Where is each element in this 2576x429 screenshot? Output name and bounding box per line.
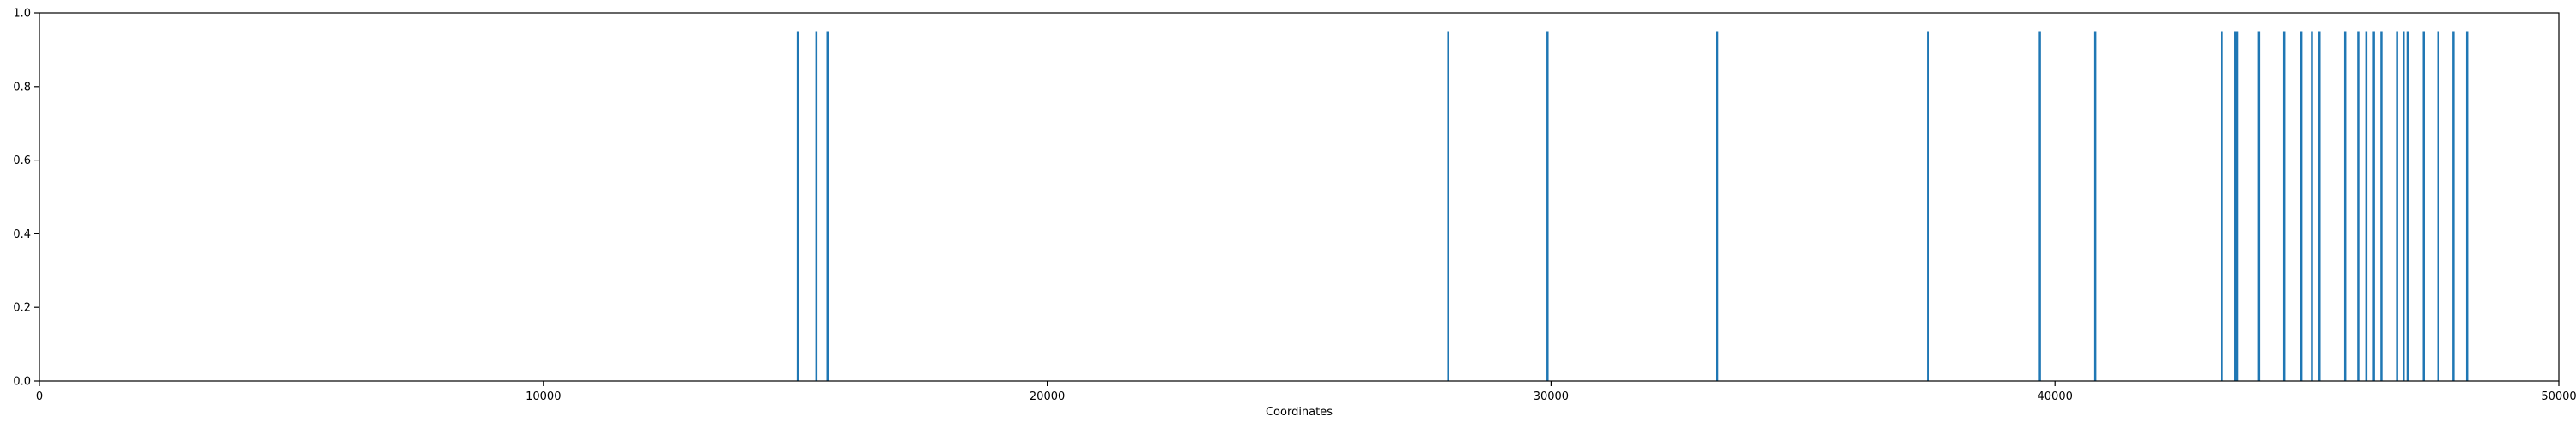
x-axis-label: Coordinates [1266, 406, 1333, 419]
axes: 0 10000 20000 30000 40000 50000 0.0 0.2 0.4 0.6 0.… [13, 8, 2576, 404]
y-tick-label: 0.8 [13, 81, 31, 94]
event-lines [796, 31, 2469, 381]
y-tick-label: 1.0 [13, 8, 31, 21]
y-tick-label: 0.2 [13, 302, 31, 315]
y-tick-label: 0.6 [13, 154, 31, 167]
plot-frame [39, 12, 2560, 382]
x-tick-label: 10000 [526, 390, 561, 403]
x-tick-label: 0 [36, 390, 43, 403]
y-tick-label: 0.0 [13, 376, 31, 389]
x-tick-label: 30000 [1534, 390, 1569, 403]
y-tick-label: 0.4 [13, 228, 31, 241]
plot-area [39, 13, 2559, 381]
x-tick-label: 20000 [1030, 390, 1065, 403]
x-tick-label: 40000 [2038, 390, 2073, 403]
x-tick-label: 50000 [2541, 390, 2576, 403]
